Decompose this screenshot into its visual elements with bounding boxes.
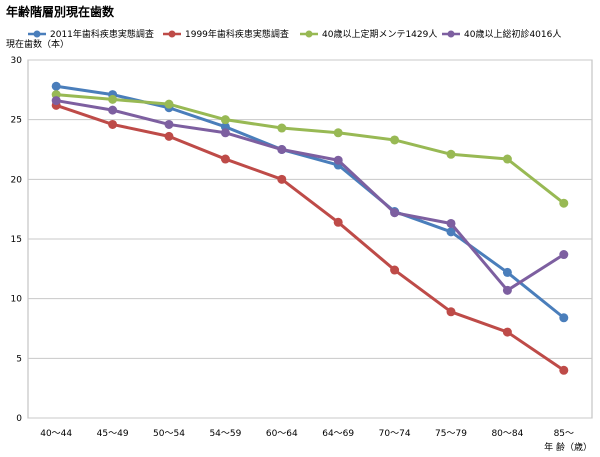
data-point	[51, 96, 61, 106]
y-tick-label: 0	[16, 414, 22, 424]
data-point	[559, 250, 569, 260]
data-point	[446, 227, 456, 237]
y-tick-label: 20	[11, 175, 23, 185]
grid	[27, 59, 593, 419]
legend-label: 40歳以上総初診4016人	[464, 28, 561, 40]
data-point	[446, 307, 456, 317]
x-tick-label: 64～69	[322, 429, 354, 439]
x-tick-label: 75～79	[435, 429, 467, 439]
data-point	[502, 154, 512, 164]
data-point	[164, 99, 174, 109]
y-tick-label: 5	[16, 354, 22, 364]
legend-item: 40歳以上総初診4016人	[442, 28, 561, 40]
legend-item: 2011年歯科疾患実態調査	[28, 28, 154, 40]
series-1	[51, 100, 569, 375]
series-layer	[51, 81, 569, 375]
data-point	[51, 81, 61, 91]
data-point	[333, 155, 343, 165]
legend-item: 1999年歯科疾患実態調査	[163, 28, 289, 40]
data-point	[220, 115, 230, 125]
data-point	[333, 128, 343, 138]
data-point	[502, 267, 512, 277]
legend: 2011年歯科疾患実態調査 1999年歯科疾患実態調査 40歳以上定期メンテ1429…	[28, 28, 561, 40]
data-point	[446, 149, 456, 159]
x-tick-label: 50～54	[153, 429, 185, 439]
x-tick-label: 60～64	[266, 429, 298, 439]
data-point	[390, 135, 400, 145]
legend-swatch-marker	[33, 30, 41, 38]
x-tick-label: 54～59	[209, 429, 241, 439]
y-tick-label: 30	[11, 56, 23, 66]
series-line	[54, 99, 566, 292]
legend-label: 1999年歯科疾患実態調査	[185, 28, 289, 40]
data-point	[502, 327, 512, 337]
x-tick-label: 80～84	[491, 429, 523, 439]
x-tick-label: 45～49	[97, 429, 129, 439]
x-axis-label: 年 齢（歳）	[544, 441, 592, 453]
series-line	[54, 93, 566, 205]
data-point	[277, 123, 287, 133]
legend-swatch-marker	[168, 30, 176, 38]
legend-swatch-marker	[447, 30, 455, 38]
series-2	[51, 90, 569, 208]
data-point	[559, 365, 569, 375]
x-ticks: 40～44 45～49 50～54 54～59 60～64 64～69 70～74 75～79…	[40, 429, 574, 439]
data-point	[333, 217, 343, 227]
data-point	[164, 119, 174, 129]
data-point	[502, 285, 512, 295]
data-point	[277, 174, 287, 184]
legend-swatch-marker	[305, 30, 313, 38]
data-point	[390, 208, 400, 218]
y-axis-label: 現在歯数（本）	[6, 38, 69, 50]
y-tick-label: 25	[11, 116, 22, 126]
data-point	[220, 154, 230, 164]
legend-item: 40歳以上定期メンテ1429人	[300, 28, 437, 40]
data-point	[108, 105, 118, 115]
legend-label: 2011年歯科疾患実態調査	[50, 28, 154, 40]
chart-title: 年齢階層別現在歯数	[6, 4, 115, 19]
x-tick-label: 85～	[554, 429, 574, 439]
x-tick-label: 70～74	[379, 429, 411, 439]
legend-label: 40歳以上定期メンテ1429人	[322, 28, 437, 40]
data-point	[559, 198, 569, 208]
y-ticks: 0 5 10 15 20 25 30	[11, 56, 23, 424]
data-point	[390, 265, 400, 275]
data-point	[220, 128, 230, 138]
data-point	[108, 94, 118, 104]
y-tick-label: 15	[11, 235, 22, 245]
y-tick-label: 10	[11, 295, 23, 305]
data-point	[108, 119, 118, 129]
series-3	[51, 96, 569, 295]
x-tick-label: 40～44	[40, 429, 72, 439]
data-point	[164, 131, 174, 141]
data-point	[559, 313, 569, 323]
data-point	[446, 218, 456, 228]
data-point	[277, 145, 287, 154]
series-line	[54, 103, 566, 372]
